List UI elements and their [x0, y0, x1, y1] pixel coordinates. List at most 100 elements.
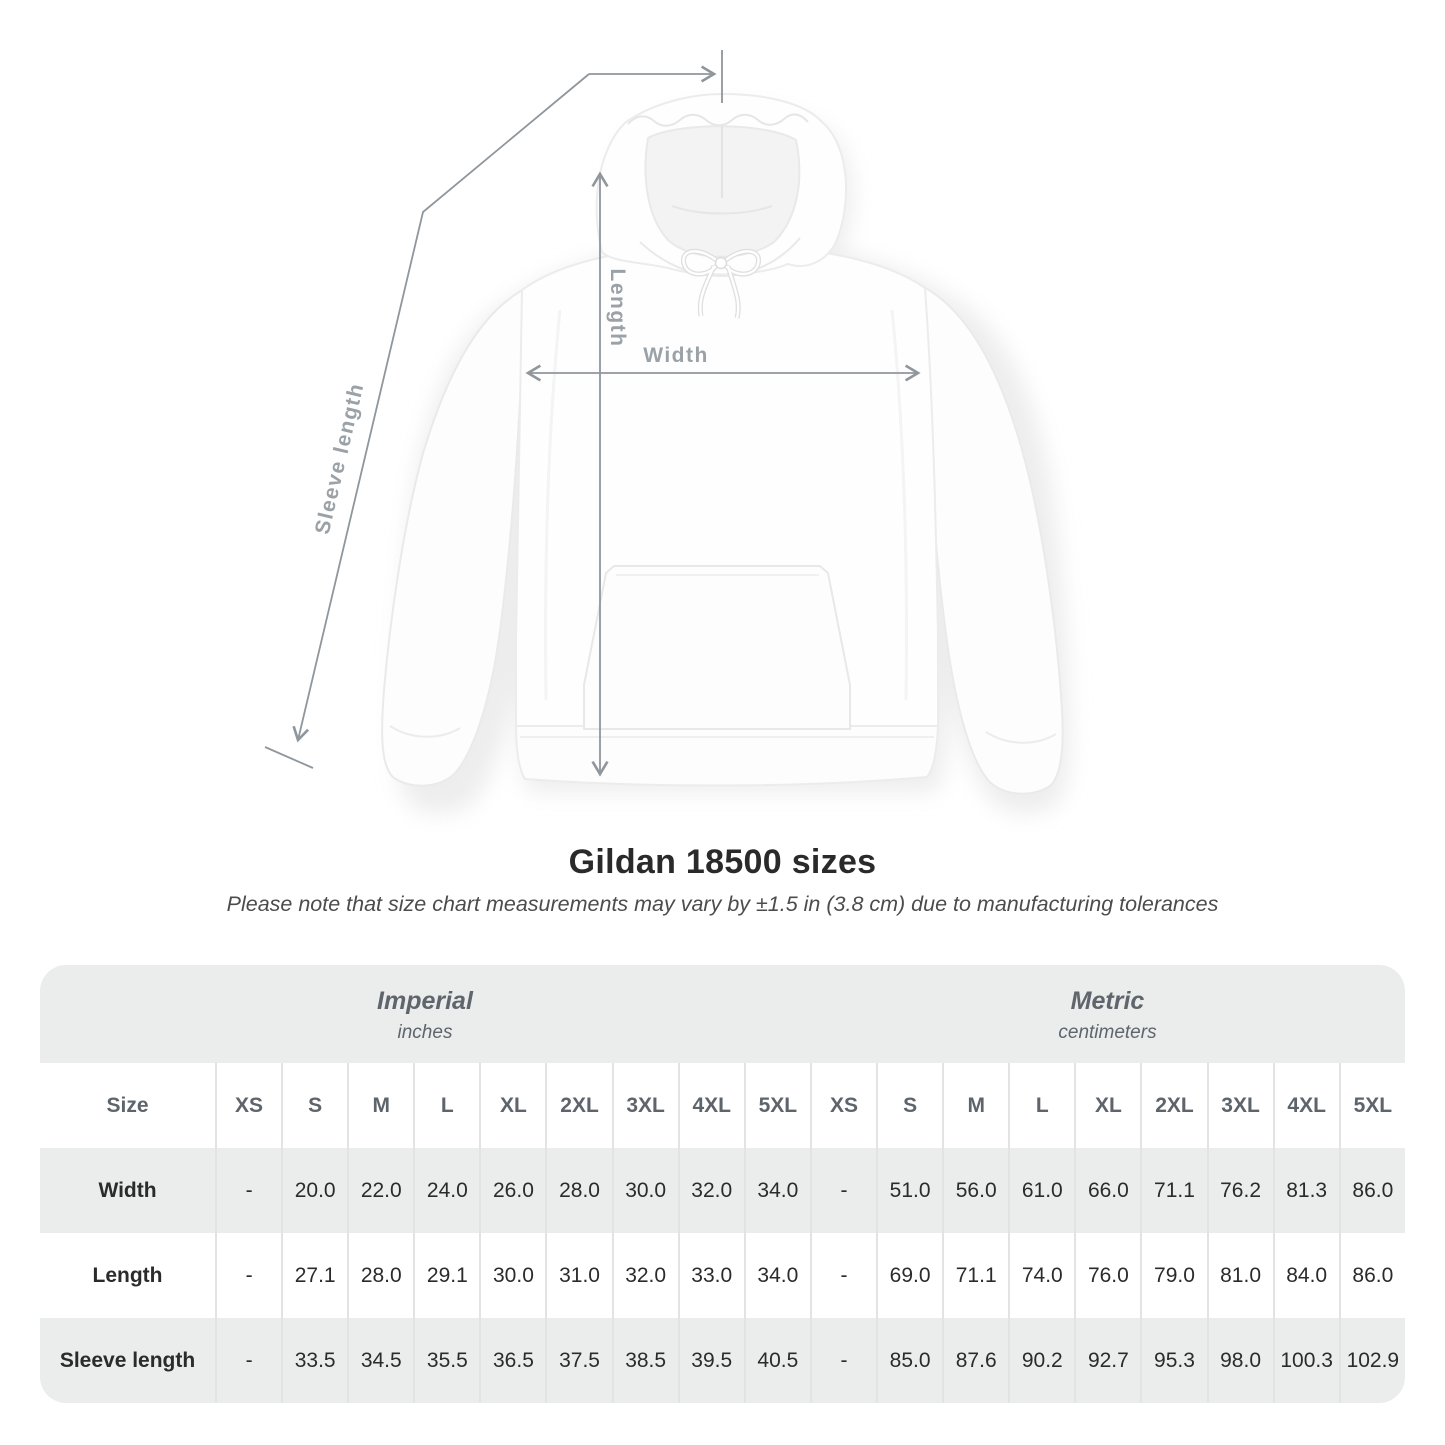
body-crease-left: [544, 309, 562, 701]
value-cell: 34.0: [743, 1148, 810, 1233]
width-row: Width - 20.0 22.0 24.0 26.0 28.0 30.0 32…: [40, 1148, 1405, 1233]
kangaroo-pocket: [583, 565, 851, 730]
hoodie-left-sleeve: [381, 284, 532, 787]
size-col-header: 4XL: [677, 1063, 744, 1148]
metric-group-unit: centimeters: [1058, 1021, 1157, 1043]
value-cell: 86.0: [1338, 1148, 1405, 1233]
imperial-group-title: Imperial: [377, 986, 473, 1015]
size-col-header: XS: [215, 1063, 282, 1148]
value-cell: 36.5: [479, 1318, 546, 1403]
row-label: Sleeve length: [40, 1318, 216, 1403]
drawstring-bow: [681, 248, 761, 319]
size-col-header: M: [942, 1063, 1009, 1148]
length-label: Length: [606, 269, 629, 348]
value-cell: 69.0: [876, 1233, 943, 1318]
size-col-header: L: [413, 1063, 480, 1148]
size-col-header: XL: [479, 1063, 546, 1148]
size-col-header: XS: [809, 1063, 877, 1148]
sleeve-length-row: Sleeve length - 33.5 34.5 35.5 36.5 37.5…: [40, 1318, 1405, 1403]
size-table: Imperial inches Metric centimeters Size …: [40, 965, 1405, 1403]
value-cell: -: [215, 1318, 282, 1403]
value-cell: 33.5: [281, 1318, 348, 1403]
length-row: Length - 27.1 28.0 29.1 30.0 31.0 32.0 3…: [40, 1233, 1405, 1318]
value-cell: 90.2: [1008, 1318, 1075, 1403]
value-cell: 31.0: [545, 1233, 612, 1318]
hood-back-seam: [671, 205, 773, 215]
value-cell: 76.0: [1074, 1233, 1141, 1318]
value-cell: 34.5: [347, 1318, 414, 1403]
value-cell: 87.6: [942, 1318, 1009, 1403]
value-cell: 32.0: [611, 1233, 678, 1318]
size-col-header: 5XL: [743, 1063, 810, 1148]
size-col-header: 2XL: [1140, 1063, 1207, 1148]
size-col-header: 2XL: [545, 1063, 612, 1148]
value-cell: 92.7: [1074, 1318, 1141, 1403]
value-cell: 95.3: [1140, 1318, 1207, 1403]
size-col-header: 3XL: [611, 1063, 678, 1148]
size-col-header: 4XL: [1272, 1063, 1339, 1148]
value-cell: 27.1: [281, 1233, 348, 1318]
value-cell: 30.0: [611, 1148, 678, 1233]
right-cuff-seam: [985, 731, 1057, 744]
hoodie-hem-band: [514, 725, 940, 787]
value-cell: 28.0: [545, 1148, 612, 1233]
unit-group-row: Imperial inches Metric centimeters: [40, 965, 1405, 1063]
value-cell: 98.0: [1206, 1318, 1273, 1403]
value-cell: 74.0: [1008, 1233, 1075, 1318]
size-header-label: Size: [40, 1063, 216, 1148]
value-cell: 24.0: [413, 1148, 480, 1233]
value-cell: 30.0: [479, 1233, 546, 1318]
value-cell: 35.5: [413, 1318, 480, 1403]
sleeve-measure-diagonal: [292, 73, 590, 743]
value-cell: 86.0: [1338, 1233, 1405, 1318]
value-cell: 51.0: [876, 1148, 943, 1233]
metric-group-title: Metric: [1070, 986, 1145, 1015]
size-header-row: Size XS S M L XL 2XL 3XL 4XL 5XL XS S M …: [40, 1063, 1405, 1148]
size-col-header: M: [347, 1063, 414, 1148]
value-cell: -: [809, 1233, 877, 1318]
value-cell: 28.0: [347, 1233, 414, 1318]
value-cell: 38.5: [611, 1318, 678, 1403]
size-col-header: S: [876, 1063, 943, 1148]
value-cell: 39.5: [677, 1318, 744, 1403]
value-cell: 100.3: [1272, 1318, 1339, 1403]
value-cell: 71.1: [1140, 1148, 1207, 1233]
size-col-header: L: [1008, 1063, 1075, 1148]
value-cell: 66.0: [1074, 1148, 1141, 1233]
value-cell: 33.0: [677, 1233, 744, 1318]
value-cell: 32.0: [677, 1148, 744, 1233]
value-cell: -: [809, 1318, 877, 1403]
size-col-header: 5XL: [1338, 1063, 1405, 1148]
value-cell: 37.5: [545, 1318, 612, 1403]
size-col-header: 3XL: [1206, 1063, 1273, 1148]
value-cell: 76.2: [1206, 1148, 1273, 1233]
value-cell: 26.0: [479, 1148, 546, 1233]
value-cell: 81.3: [1272, 1148, 1339, 1233]
value-cell: -: [215, 1148, 282, 1233]
value-cell: 20.0: [281, 1148, 348, 1233]
value-cell: 61.0: [1008, 1148, 1075, 1233]
width-label: Width: [643, 344, 709, 367]
value-cell: -: [215, 1233, 282, 1318]
body-crease-right: [890, 309, 908, 701]
measurement-lines: [264, 50, 921, 777]
left-cuff-seam: [389, 725, 461, 738]
size-col-header: XL: [1074, 1063, 1141, 1148]
row-label: Width: [40, 1148, 216, 1233]
sleeve-length-label: Sleeve length: [311, 380, 369, 536]
value-cell: 85.0: [876, 1318, 943, 1403]
page-title: Gildan 18500 sizes: [568, 843, 877, 881]
hoodie-measurement-diagram: Length Width Sleeve length: [264, 50, 1071, 814]
sleeve-measure-bottom-tick: [264, 746, 314, 769]
imperial-group-header: Imperial inches: [40, 965, 810, 1063]
value-cell: -: [809, 1148, 877, 1233]
value-cell: 84.0: [1272, 1233, 1339, 1318]
value-cell: 102.9: [1338, 1318, 1405, 1403]
value-cell: 79.0: [1140, 1233, 1207, 1318]
imperial-group-unit: inches: [397, 1021, 453, 1043]
row-label: Length: [40, 1233, 216, 1318]
hood-opening-rim: [639, 237, 801, 278]
value-cell: 71.1: [942, 1233, 1009, 1318]
value-cell: 22.0: [347, 1148, 414, 1233]
